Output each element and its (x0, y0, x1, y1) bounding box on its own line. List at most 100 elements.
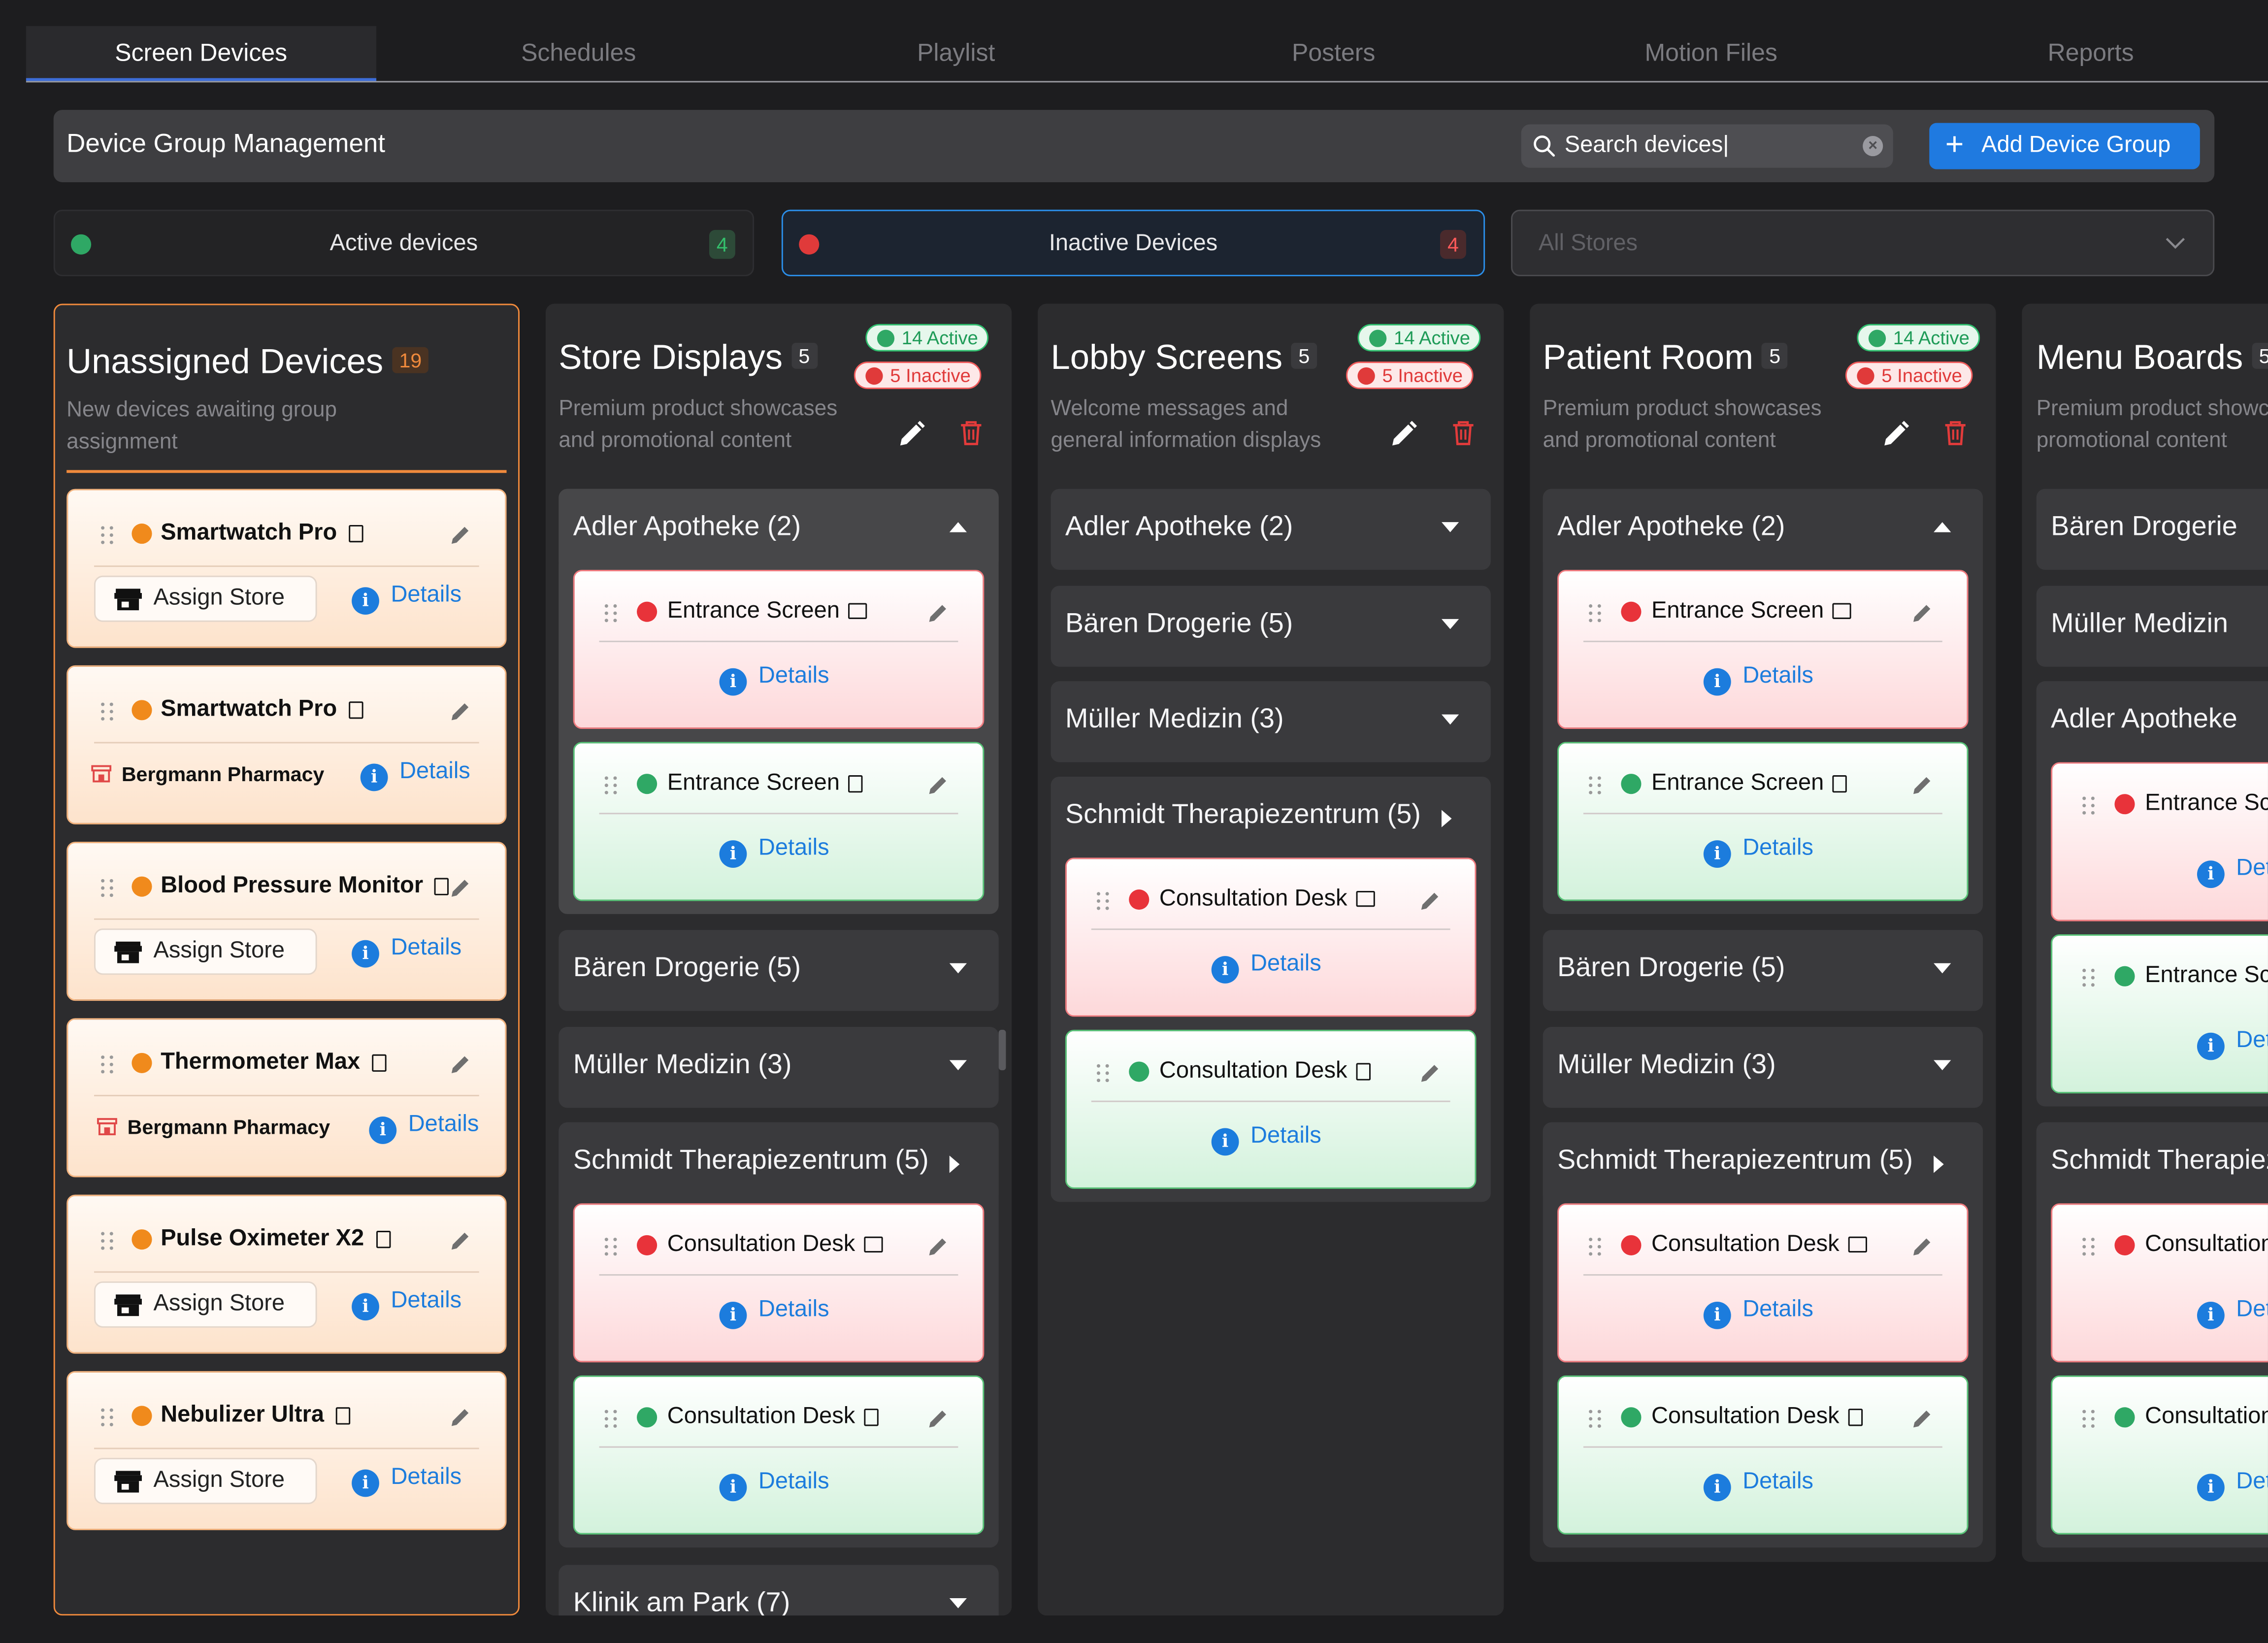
store-group-header[interactable]: Müller Medizin (3) (559, 1026, 999, 1108)
tab-motion-files[interactable]: Motion Files (1644, 39, 1777, 67)
unassigned-device-card[interactable]: Nebulizer Ultra Assign Store i Details (66, 1371, 507, 1530)
edit-icon[interactable] (447, 1052, 473, 1078)
drag-handle-icon[interactable] (1588, 775, 1602, 795)
assign-store-button[interactable]: Assign Store (94, 1281, 317, 1328)
edit-icon[interactable] (1881, 420, 1910, 449)
clear-search-icon[interactable]: × (1863, 136, 1883, 157)
store-group-header[interactable]: Bären Drogerie (5) (1543, 930, 1983, 1011)
edit-icon[interactable] (925, 1406, 951, 1432)
trash-icon[interactable] (1941, 418, 1970, 447)
search-input[interactable] (1564, 130, 1854, 162)
tab-schedules[interactable]: Schedules (521, 39, 636, 67)
edit-icon[interactable] (1909, 600, 1935, 626)
edit-icon[interactable] (447, 698, 473, 724)
edit-icon[interactable] (925, 1234, 951, 1260)
store-group-header[interactable]: Schmidt Therapiezentrum (5) (1543, 1122, 1983, 1204)
store-group-header[interactable]: Schmidt Therapiezentrum (5) (1051, 776, 1491, 858)
unassigned-device-card[interactable]: Thermometer Max Bergmann Pharmacy i Detai… (66, 1018, 507, 1178)
drag-handle-icon[interactable] (100, 878, 114, 898)
store-group-header[interactable]: Adler Apotheke (2) (559, 489, 999, 570)
drag-handle-icon[interactable] (603, 603, 618, 624)
edit-icon[interactable] (925, 600, 951, 626)
add-device-group-button[interactable]: + Add Device Group (1929, 123, 2200, 169)
store-group-header[interactable]: Adler Apotheke (2036, 681, 2268, 762)
assign-store-button[interactable]: Assign Store (94, 1458, 317, 1505)
active-devices-filter[interactable]: Active devices 4 (53, 209, 755, 276)
drag-handle-icon[interactable] (100, 701, 114, 722)
store-group-header[interactable]: Adler Apotheke (2) (1543, 489, 1983, 570)
store-group-header[interactable]: Bären Drogerie (2036, 489, 2268, 570)
edit-icon[interactable] (897, 420, 926, 449)
edit-icon[interactable] (1417, 1060, 1443, 1086)
drag-handle-icon[interactable] (2081, 968, 2096, 988)
drag-handle-icon[interactable] (2081, 795, 2096, 816)
store-group-header[interactable]: Klinik am Park (7) (559, 1565, 999, 1616)
edit-icon[interactable] (925, 772, 951, 798)
unassigned-device-card[interactable]: Smartwatch Pro Bergmann Pharmacy i Detail… (66, 665, 507, 824)
assign-store-button[interactable]: Assign Store (94, 928, 317, 975)
edit-icon[interactable] (447, 1404, 473, 1430)
edit-icon[interactable] (1909, 1406, 1935, 1432)
drag-handle-icon[interactable] (100, 1054, 114, 1075)
edit-icon[interactable] (447, 1228, 473, 1254)
drag-handle-icon[interactable] (100, 1231, 114, 1251)
store-group-header[interactable]: Schmidt Therapiezentrum (5) (559, 1122, 999, 1204)
edit-icon[interactable] (1909, 1234, 1935, 1260)
drag-handle-icon[interactable] (1588, 1237, 1602, 1257)
drag-handle-icon[interactable] (100, 525, 114, 545)
tab-posters[interactable]: Posters (1292, 39, 1376, 67)
scrollbar-thumb[interactable] (998, 1029, 1006, 1071)
tab-reports[interactable]: Reports (2047, 39, 2134, 67)
drag-handle-icon[interactable] (603, 1409, 618, 1429)
unassigned-device-card[interactable]: Smartwatch Pro Assign Store i Details (66, 489, 507, 648)
drag-handle-icon[interactable] (2081, 1237, 2096, 1257)
tab-screen-devices[interactable]: Screen Devices (26, 26, 376, 81)
store-select[interactable]: All Stores (1511, 209, 2215, 276)
trash-icon[interactable] (956, 418, 986, 447)
edit-icon[interactable] (1909, 772, 1935, 798)
tab-playlist[interactable]: Playlist (917, 39, 995, 67)
drag-handle-icon[interactable] (1588, 603, 1602, 624)
edit-icon[interactable] (1417, 888, 1443, 914)
unassigned-device-card[interactable]: Pulse Oximeter X2 Assign Store i Details (66, 1194, 507, 1354)
drag-handle-icon[interactable] (603, 1237, 618, 1257)
store-group-header[interactable]: Bären Drogerie (5) (1051, 586, 1491, 667)
store-group-header[interactable]: Müller Medizin (3) (1051, 681, 1491, 762)
drag-handle-icon[interactable] (1096, 891, 1110, 911)
drag-handle-icon[interactable] (2081, 1409, 2096, 1429)
edit-icon[interactable] (447, 875, 473, 901)
trash-icon[interactable] (1449, 418, 1478, 447)
inactive-devices-filter[interactable]: Inactive Devices 4 (781, 209, 1485, 276)
store-group-header[interactable]: Bären Drogerie (5) (559, 930, 999, 1011)
